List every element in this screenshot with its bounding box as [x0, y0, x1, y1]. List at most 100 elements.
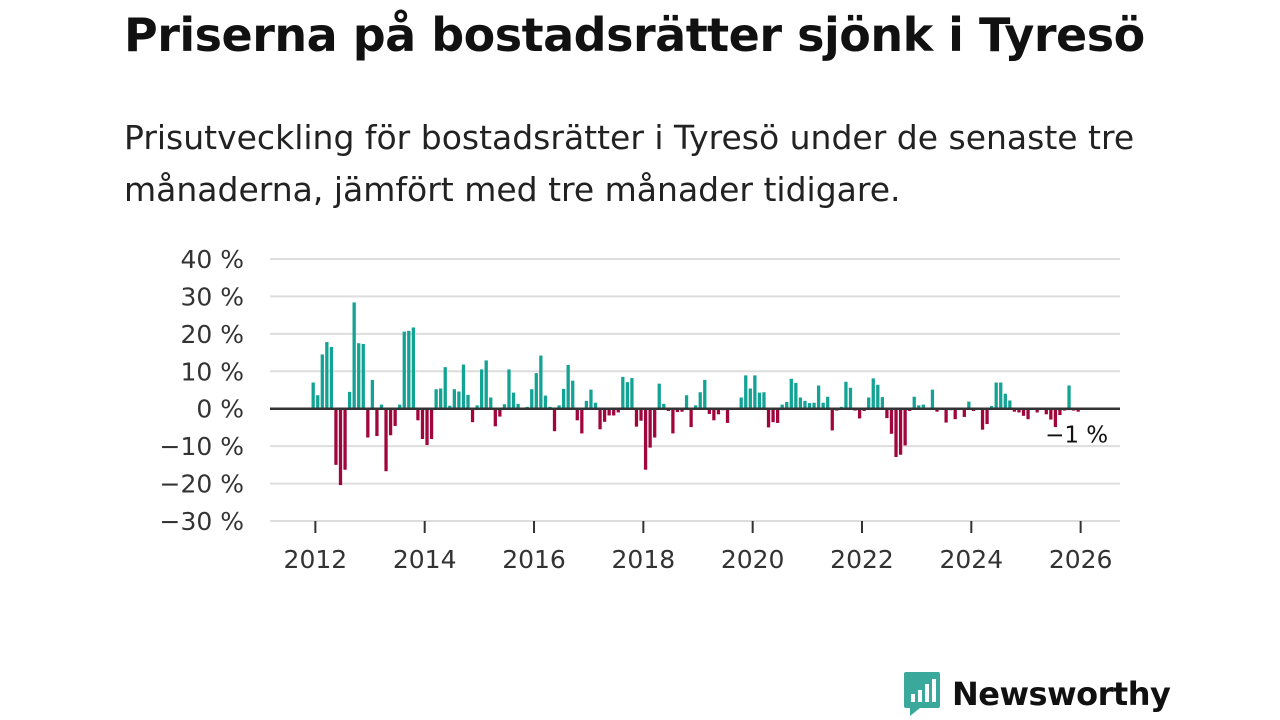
bar	[1053, 408, 1058, 428]
bar	[894, 408, 898, 457]
bar	[311, 382, 315, 409]
bar	[516, 403, 520, 409]
bar	[912, 396, 916, 409]
bar	[552, 408, 557, 432]
bar	[361, 343, 365, 409]
bar	[867, 397, 871, 409]
end-value-label: −1 %	[1045, 423, 1108, 449]
bar	[766, 408, 771, 428]
bar	[771, 408, 775, 423]
bar	[725, 408, 730, 423]
bar	[534, 373, 538, 409]
bar	[507, 369, 511, 409]
bar	[648, 408, 652, 448]
bar	[703, 379, 707, 409]
gridlines	[270, 258, 1120, 522]
bar	[1021, 408, 1026, 416]
bar	[443, 367, 447, 409]
bar	[530, 389, 534, 409]
bar	[857, 408, 862, 419]
bar	[807, 403, 812, 409]
bar	[316, 395, 320, 409]
x-tick-label: 2022	[830, 545, 894, 574]
y-tick-label: −10 %	[160, 432, 244, 461]
bar	[821, 402, 825, 409]
bar	[816, 385, 821, 409]
bar	[775, 408, 780, 423]
bar	[953, 408, 957, 420]
bar	[466, 394, 470, 409]
bar	[689, 408, 693, 428]
y-tick-label: 10 %	[180, 357, 244, 386]
bar	[739, 397, 743, 409]
bar	[962, 408, 966, 417]
bar	[393, 408, 397, 426]
bar	[871, 378, 875, 409]
bar	[425, 408, 429, 446]
bar	[671, 408, 675, 434]
bar	[930, 389, 935, 409]
bar	[1008, 400, 1012, 409]
bar	[716, 408, 721, 415]
y-tick-label: −30 %	[160, 507, 244, 536]
bar	[848, 387, 853, 409]
x-tick-label: 2018	[612, 545, 676, 574]
x-axis: 2012 2014 2016 2018 2020 2022 2024 2026	[284, 521, 1112, 574]
bar	[561, 388, 566, 409]
bar	[999, 382, 1003, 409]
bar	[885, 408, 889, 419]
bar	[384, 408, 388, 472]
bar	[639, 408, 643, 421]
bar	[675, 408, 680, 413]
bar	[498, 408, 502, 417]
bar	[571, 380, 575, 409]
brand-logo: Newsworthy	[902, 670, 1171, 718]
bar	[1035, 408, 1039, 413]
bar	[1012, 408, 1017, 412]
bar	[338, 408, 343, 486]
y-tick-label: 20 %	[180, 320, 244, 349]
bar	[657, 383, 661, 409]
bar	[990, 406, 994, 409]
bar	[484, 360, 488, 409]
bar	[320, 354, 324, 409]
bar	[994, 382, 998, 409]
bar	[375, 408, 379, 437]
bar	[543, 395, 548, 409]
bar	[580, 408, 584, 434]
y-tick-label: 40 %	[180, 245, 244, 274]
bar	[457, 391, 461, 409]
bar	[753, 375, 757, 409]
y-tick-label: 0 %	[196, 395, 244, 424]
bar	[370, 379, 375, 409]
bar	[352, 302, 356, 409]
bar	[480, 369, 484, 409]
x-tick-label: 2024	[940, 545, 1004, 574]
bar	[653, 408, 657, 438]
bar	[470, 408, 475, 423]
bar	[898, 408, 903, 455]
y-tick-label: 30 %	[180, 282, 244, 311]
chart-subtitle: Prisutveckling för bostadsrätter i Tyres…	[124, 118, 1135, 209]
bar	[944, 408, 948, 423]
bar	[607, 408, 611, 416]
bar	[789, 378, 793, 409]
bar	[903, 408, 907, 446]
bar	[844, 381, 848, 409]
bar	[329, 346, 334, 409]
bar	[379, 404, 384, 409]
bar	[429, 408, 434, 440]
bar	[461, 364, 466, 409]
bar	[334, 408, 338, 465]
chart-title: Priserna på bostadsrätter sjönk i Tyresö	[124, 8, 1145, 62]
bar	[712, 408, 716, 421]
bar	[402, 331, 406, 409]
price-change-bar-chart: 40 %30 %20 %10 %0 %−10 %−20 %−30 % 2012 2…	[160, 245, 1120, 574]
bar	[876, 384, 880, 409]
bar	[1017, 408, 1021, 413]
bar	[985, 408, 989, 425]
bar	[707, 408, 711, 414]
bar	[921, 404, 925, 409]
bar	[612, 408, 616, 416]
bar	[1076, 408, 1080, 412]
